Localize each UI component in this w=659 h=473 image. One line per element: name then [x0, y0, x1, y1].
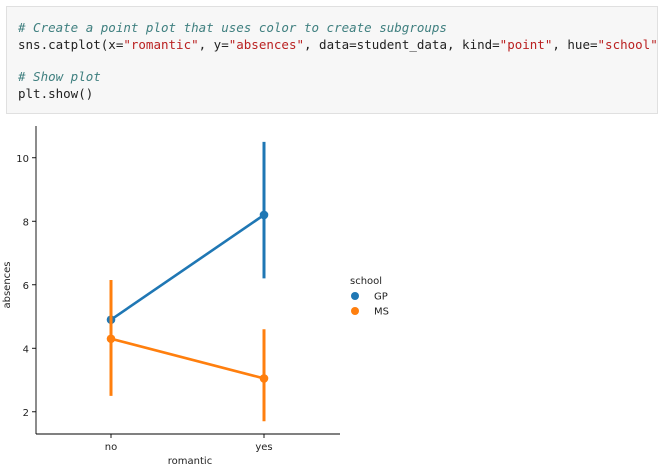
- y-tick-label: 8: [23, 217, 29, 228]
- code-string: "point": [499, 37, 553, 52]
- code-token: sns.catplot(x=: [18, 37, 124, 52]
- y-tick-label: 6: [23, 281, 29, 292]
- code-token: , data=student_data, kind=: [304, 37, 500, 52]
- y-axis-label: absences: [2, 261, 13, 308]
- plot-area: 2 4 6 8 10 no yes romantic absences school GP MS: [2, 126, 389, 467]
- code-string: "school": [597, 37, 658, 52]
- legend-title: school: [350, 276, 382, 287]
- series-line: [110, 337, 265, 380]
- x-tick-label: yes: [255, 442, 272, 453]
- data-point: [259, 210, 269, 220]
- code-comment-line: # Create a point plot that uses color to…: [18, 20, 447, 35]
- legend-label: MS: [374, 307, 389, 318]
- x-axis-label: romantic: [168, 456, 212, 467]
- code-token: , hue=: [552, 37, 598, 52]
- code-show-line: plt.show(): [18, 86, 94, 101]
- code-string: "romantic": [123, 37, 199, 52]
- code-comment-line: # Show plot: [18, 69, 101, 84]
- code-catplot-line: sns.catplot(x="romantic", y="absences", …: [18, 37, 659, 53]
- data-point: [259, 374, 269, 383]
- code-token: , y=: [198, 37, 229, 52]
- legend-label: GP: [374, 292, 388, 303]
- data-point: [106, 334, 116, 344]
- code-cell[interactable]: # Create a point plot that uses color to…: [6, 6, 659, 114]
- x-tick-label: no: [105, 442, 117, 453]
- legend-marker: [351, 292, 359, 300]
- y-tick-label: 2: [23, 408, 29, 419]
- y-tick-label: 4: [23, 344, 29, 355]
- legend-marker: [351, 307, 359, 315]
- code-string: "absences": [228, 37, 304, 52]
- y-tick-label: 10: [16, 154, 29, 165]
- series-line: [110, 213, 265, 321]
- code-token: ): [658, 37, 659, 52]
- point-plot: 2 4 6 8 10 no yes romantic absences school GP MS: [2, 126, 389, 467]
